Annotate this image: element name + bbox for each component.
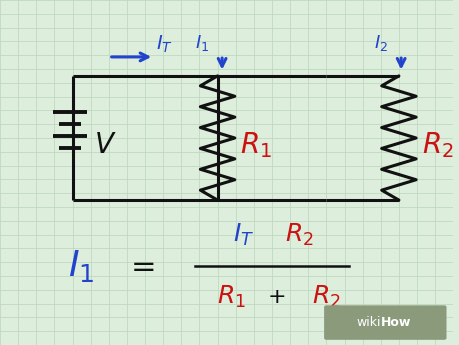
Text: $R_2$: $R_2$ [284,221,313,248]
Text: $+$: $+$ [267,287,285,307]
Text: $R_2$: $R_2$ [311,284,340,310]
Text: wiki: wiki [356,316,380,329]
Text: $I_2$: $I_2$ [373,33,387,53]
Text: $R_1$: $R_1$ [216,284,245,310]
Text: V: V [95,131,114,159]
Text: $R_2$: $R_2$ [420,130,452,160]
Text: $I_1$: $I_1$ [195,33,209,53]
Text: $I_T$: $I_T$ [156,34,173,55]
Text: How: How [380,316,410,329]
Text: $I_T$: $I_T$ [232,221,253,248]
Text: $I_1$: $I_1$ [68,248,95,284]
Text: $=$: $=$ [125,251,155,280]
Text: $R_1$: $R_1$ [240,130,272,160]
FancyBboxPatch shape [324,305,446,340]
